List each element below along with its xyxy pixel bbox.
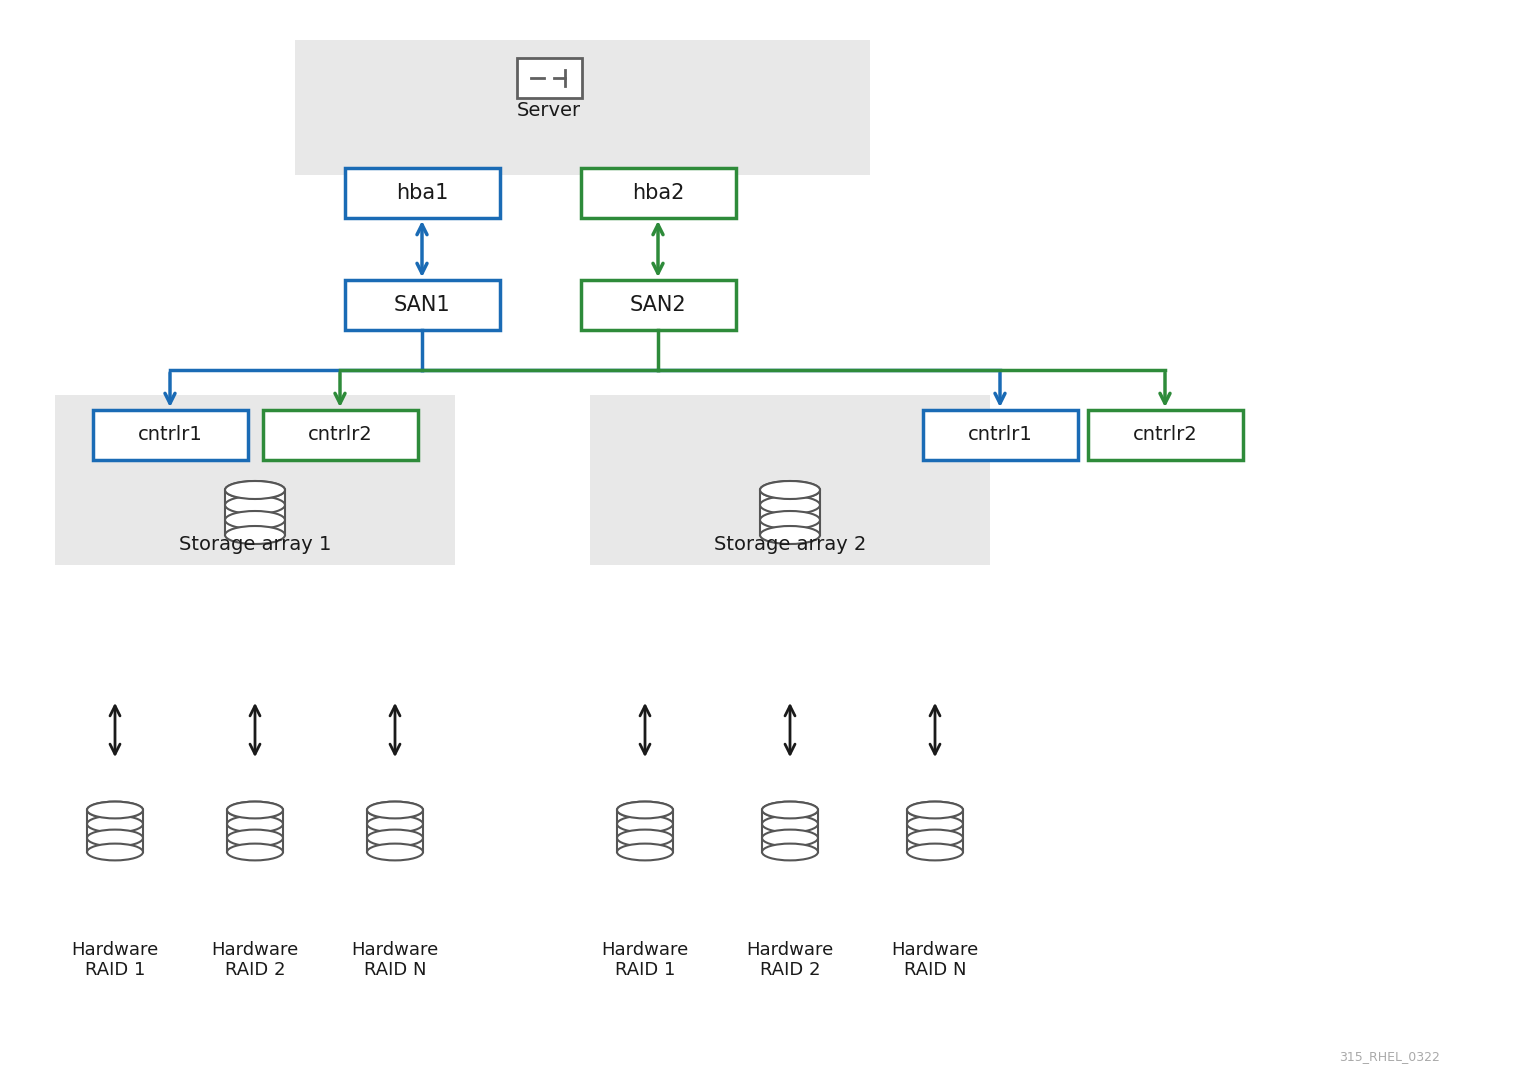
- FancyBboxPatch shape: [295, 40, 869, 175]
- Polygon shape: [366, 810, 423, 852]
- Text: 315_RHEL_0322: 315_RHEL_0322: [1339, 1050, 1439, 1063]
- FancyBboxPatch shape: [590, 395, 990, 565]
- Ellipse shape: [87, 844, 143, 860]
- Ellipse shape: [225, 511, 286, 529]
- Ellipse shape: [907, 830, 964, 846]
- FancyBboxPatch shape: [581, 280, 736, 330]
- Ellipse shape: [762, 802, 818, 818]
- Ellipse shape: [617, 802, 673, 818]
- Ellipse shape: [762, 830, 818, 846]
- Ellipse shape: [226, 802, 283, 818]
- Text: Hardware
RAID 2: Hardware RAID 2: [211, 941, 298, 980]
- FancyBboxPatch shape: [345, 168, 500, 218]
- FancyBboxPatch shape: [581, 168, 736, 218]
- Polygon shape: [907, 810, 964, 852]
- Ellipse shape: [225, 496, 286, 514]
- Text: Hardware
RAID N: Hardware RAID N: [891, 941, 979, 980]
- Text: Server: Server: [517, 100, 581, 120]
- Ellipse shape: [907, 816, 964, 832]
- Ellipse shape: [760, 511, 819, 529]
- Text: cntrlr2: cntrlr2: [1132, 426, 1198, 444]
- Ellipse shape: [760, 481, 819, 499]
- Ellipse shape: [762, 802, 818, 818]
- FancyBboxPatch shape: [263, 410, 418, 460]
- Ellipse shape: [366, 802, 423, 818]
- Text: Hardware
RAID 1: Hardware RAID 1: [602, 941, 689, 980]
- Polygon shape: [760, 490, 819, 535]
- Text: Storage array 2: Storage array 2: [714, 536, 866, 554]
- Text: cntrlr2: cntrlr2: [307, 426, 372, 444]
- Ellipse shape: [762, 816, 818, 832]
- Ellipse shape: [226, 844, 283, 860]
- Ellipse shape: [87, 816, 143, 832]
- Ellipse shape: [760, 481, 819, 499]
- FancyBboxPatch shape: [93, 410, 248, 460]
- Polygon shape: [87, 810, 143, 852]
- Ellipse shape: [225, 481, 286, 499]
- Polygon shape: [617, 810, 673, 852]
- FancyBboxPatch shape: [923, 410, 1078, 460]
- Text: SAN1: SAN1: [394, 295, 450, 315]
- Ellipse shape: [226, 830, 283, 846]
- Ellipse shape: [760, 526, 819, 544]
- Ellipse shape: [225, 526, 286, 544]
- Ellipse shape: [907, 802, 964, 818]
- FancyBboxPatch shape: [345, 280, 500, 330]
- Ellipse shape: [87, 802, 143, 818]
- Ellipse shape: [617, 844, 673, 860]
- Text: Storage array 1: Storage array 1: [179, 536, 331, 554]
- FancyBboxPatch shape: [55, 395, 454, 565]
- Ellipse shape: [762, 844, 818, 860]
- Text: SAN2: SAN2: [629, 295, 687, 315]
- Ellipse shape: [366, 844, 423, 860]
- Text: Hardware
RAID 1: Hardware RAID 1: [71, 941, 158, 980]
- Polygon shape: [225, 490, 286, 535]
- Ellipse shape: [226, 816, 283, 832]
- Ellipse shape: [617, 830, 673, 846]
- Polygon shape: [226, 810, 283, 852]
- Ellipse shape: [617, 802, 673, 818]
- Ellipse shape: [366, 816, 423, 832]
- Ellipse shape: [225, 481, 286, 499]
- Ellipse shape: [366, 802, 423, 818]
- Text: cntrlr1: cntrlr1: [138, 426, 202, 444]
- Text: cntrlr1: cntrlr1: [968, 426, 1032, 444]
- Ellipse shape: [760, 496, 819, 514]
- FancyBboxPatch shape: [517, 58, 582, 98]
- Ellipse shape: [87, 802, 143, 818]
- Ellipse shape: [366, 830, 423, 846]
- Ellipse shape: [907, 844, 964, 860]
- Ellipse shape: [87, 830, 143, 846]
- Text: Hardware
RAID 2: Hardware RAID 2: [746, 941, 833, 980]
- Ellipse shape: [617, 816, 673, 832]
- FancyBboxPatch shape: [1087, 410, 1242, 460]
- Ellipse shape: [907, 802, 964, 818]
- Text: Hardware
RAID N: Hardware RAID N: [351, 941, 439, 980]
- Text: hba2: hba2: [632, 183, 684, 203]
- Polygon shape: [762, 810, 818, 852]
- Text: hba1: hba1: [395, 183, 448, 203]
- Ellipse shape: [226, 802, 283, 818]
